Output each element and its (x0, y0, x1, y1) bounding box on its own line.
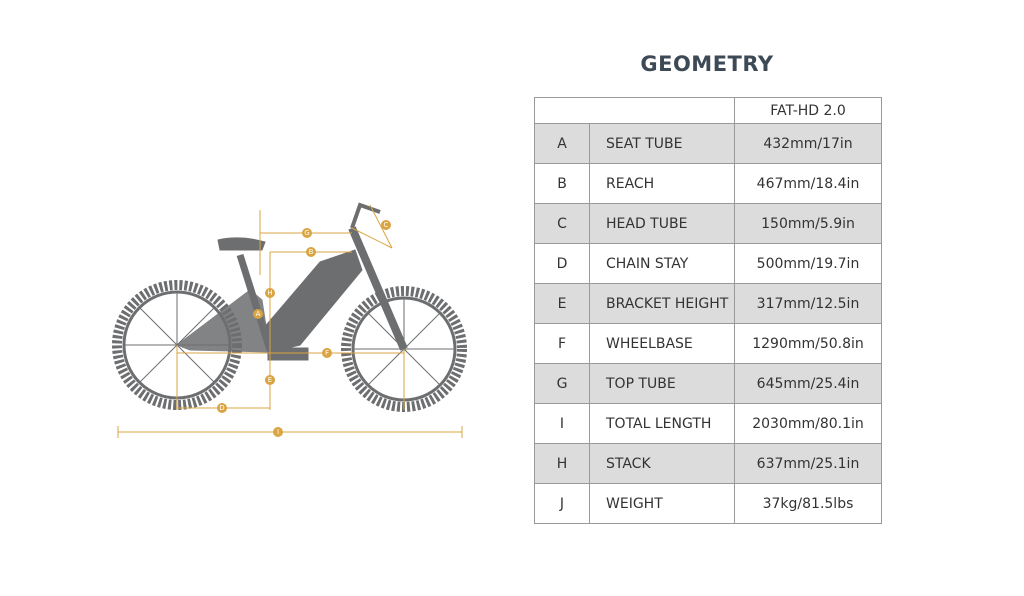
row-value: 637mm/25.1in (734, 443, 882, 484)
label-badge (265, 288, 275, 298)
row-value: 645mm/25.4in (734, 363, 882, 404)
bike (112, 202, 467, 412)
row-key: I (534, 403, 590, 444)
row-key: C (534, 203, 590, 244)
row-value: 1290mm/50.8in (734, 323, 882, 364)
row-value: 37kg/81.5lbs (734, 483, 882, 524)
row-name: TOTAL LENGTH (589, 403, 735, 444)
row-key: A (534, 123, 590, 164)
row-key: F (534, 323, 590, 364)
dimension-label: B (309, 248, 314, 256)
dimension-label: G (304, 229, 309, 237)
row-value: 150mm/5.9in (734, 203, 882, 244)
row-key: J (534, 483, 590, 524)
label-badge (302, 228, 312, 238)
row-name: REACH (589, 163, 735, 204)
row-value: 432mm/17in (734, 123, 882, 164)
dimension-label: E (268, 376, 272, 384)
table-row: F WHEELBASE 1290mm/50.8in (534, 323, 882, 364)
dimension-label: I (277, 428, 279, 436)
column-header: FAT-HD 2.0 (734, 97, 882, 124)
label-badge (381, 220, 391, 230)
row-key: D (534, 243, 590, 284)
geometry-table: FAT-HD 2.0 A SEAT TUBE 432mm/17in B REACH 467… (534, 97, 882, 524)
row-name: SEAT TUBE (589, 123, 735, 164)
label-badge (253, 309, 263, 319)
row-name: TOP TUBE (589, 363, 735, 404)
table-row: B REACH 467mm/18.4in (534, 163, 882, 204)
table-row: C HEAD TUBE 150mm/5.9in (534, 203, 882, 244)
row-name: BRACKET HEIGHT (589, 283, 735, 324)
table-row: E BRACKET HEIGHT 317mm/12.5in (534, 283, 882, 324)
row-key: B (534, 163, 590, 204)
row-name: WHEELBASE (589, 323, 735, 364)
label-badge (306, 247, 316, 257)
row-name: STACK (589, 443, 735, 484)
dimension-label: H (267, 289, 272, 297)
label-badge (322, 348, 332, 358)
dimension-label: D (219, 404, 224, 412)
table-row: G TOP TUBE 645mm/25.4in (534, 363, 882, 404)
row-name: WEIGHT (589, 483, 735, 524)
row-key: H (534, 443, 590, 484)
row-value: 467mm/18.4in (734, 163, 882, 204)
row-name: CHAIN STAY (589, 243, 735, 284)
table-row: D CHAIN STAY 500mm/19.7in (534, 243, 882, 284)
table-row: A SEAT TUBE 432mm/17in (534, 123, 882, 164)
row-name: HEAD TUBE (589, 203, 735, 244)
table-row: H STACK 637mm/25.1in (534, 443, 882, 484)
dimension-label: C (384, 221, 389, 229)
table-row: J WEIGHT 37kg/81.5lbs (534, 483, 882, 524)
label-badge (273, 427, 283, 437)
dimension-label: A (256, 310, 261, 318)
row-value: 2030mm/80.1in (734, 403, 882, 444)
title: GEOMETRY (640, 52, 774, 76)
row-value: 500mm/19.7in (734, 243, 882, 284)
row-key: E (534, 283, 590, 324)
bike-diagram: G B C H A F E D I (112, 202, 467, 438)
row-key: G (534, 363, 590, 404)
dimension-label: F (325, 349, 329, 357)
table-row: I TOTAL LENGTH 2030mm/80.1in (534, 403, 882, 444)
label-badge (217, 403, 227, 413)
row-value: 317mm/12.5in (734, 283, 882, 324)
label-badge (265, 375, 275, 385)
